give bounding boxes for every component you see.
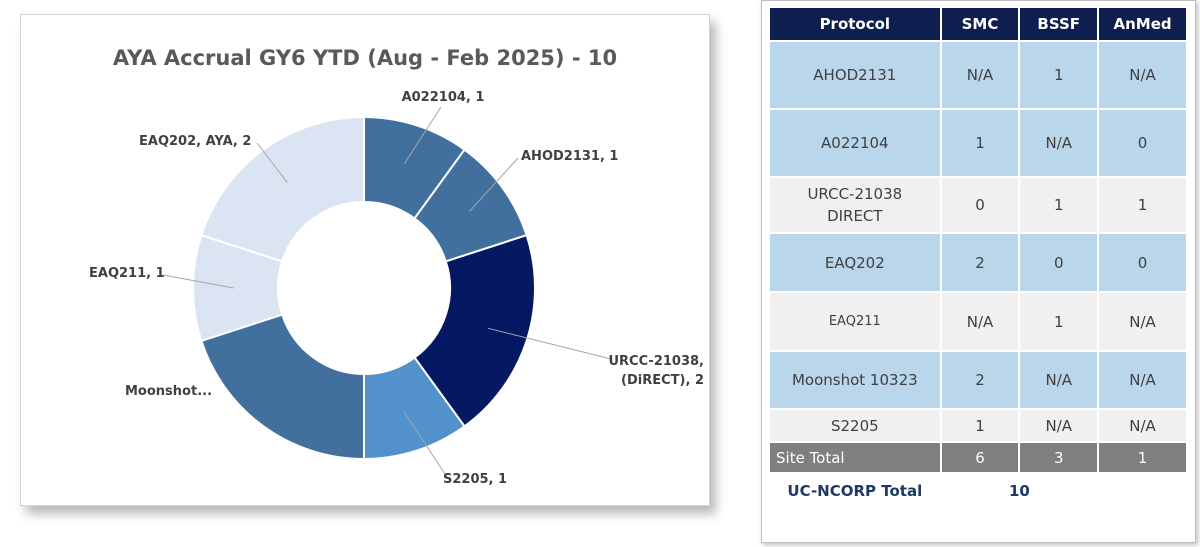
uc-ncorp-total-blank [1099, 474, 1186, 508]
cell-smc: 2 [941, 234, 1019, 291]
accrual-table-card: Protocol SMC BSSF AnMed AHOD2131 N/A 1 N… [761, 0, 1196, 543]
table-row: S2205 1 N/A N/A [770, 410, 1186, 441]
slice-data-label: EAQ211, 1 [89, 266, 165, 281]
cell-smc: 1 [941, 410, 1019, 441]
table-row: URCC-21038 DIRECT 0 1 1 [770, 178, 1186, 232]
table-row: AHOD2131 N/A 1 N/A [770, 42, 1186, 108]
cell-anmed: N/A [1099, 42, 1186, 108]
site-total-anmed: 1 [1099, 443, 1186, 472]
cell-anmed: N/A [1099, 352, 1186, 408]
slice-data-label: Moonshot... [125, 384, 212, 399]
cell-bssf: 1 [1020, 293, 1098, 350]
site-total-bssf: 3 [1020, 443, 1098, 472]
table-row: EAQ211 N/A 1 N/A [770, 293, 1186, 350]
donut-slice-urcc-21038-direct- [413, 233, 536, 428]
cell-protocol: A022104 [770, 110, 940, 176]
leader-line [487, 327, 612, 360]
cell-bssf: 1 [1020, 178, 1098, 232]
slice-data-label: (DiRECT), 2 [621, 373, 704, 388]
donut-slice-moonshot [200, 313, 365, 461]
cell-smc: 0 [941, 178, 1019, 232]
slice-data-label: URCC-21038, [608, 354, 704, 369]
leader-line [403, 411, 448, 478]
cell-anmed: N/A [1099, 293, 1186, 350]
header-smc: SMC [941, 8, 1019, 40]
cell-anmed: 0 [1099, 110, 1186, 176]
cell-bssf: N/A [1020, 352, 1098, 408]
cell-anmed: 1 [1099, 178, 1186, 232]
donut-chart-card: AYA Accrual GY6 YTD (Aug - Feb 2025) - 1… [20, 14, 710, 506]
chart-title: AYA Accrual GY6 YTD (Aug - Feb 2025) - 1… [113, 46, 617, 70]
cell-protocol: EAQ202 [770, 234, 940, 291]
leader-line [469, 157, 519, 212]
cell-bssf: 0 [1020, 234, 1098, 291]
cell-anmed: N/A [1099, 410, 1186, 441]
site-total-label: Site Total [770, 443, 940, 472]
header-bssf: BSSF [1020, 8, 1098, 40]
header-protocol: Protocol [770, 8, 940, 40]
slice-data-label: S2205, 1 [443, 472, 507, 487]
donut-chart: AYA Accrual GY6 YTD (Aug - Feb 2025) - 1… [89, 46, 704, 487]
cell-bssf: N/A [1020, 410, 1098, 441]
table-row: Moonshot 10323 2 N/A N/A [770, 352, 1186, 408]
accrual-table: Protocol SMC BSSF AnMed AHOD2131 N/A 1 N… [768, 6, 1188, 510]
leader-line [403, 106, 442, 165]
table-row: A022104 1 N/A 0 [770, 110, 1186, 176]
slice-data-label: A022104, 1 [402, 90, 485, 105]
cell-smc: 2 [941, 352, 1019, 408]
cell-smc: N/A [941, 42, 1019, 108]
donut-slice-eaq202-aya [200, 115, 365, 263]
uc-ncorp-total-label: UC-NCORP Total [770, 474, 940, 508]
slice-data-label: AHOD2131, 1 [521, 149, 618, 164]
leader-line [162, 274, 234, 289]
cell-protocol: S2205 [770, 410, 940, 441]
header-anmed: AnMed [1099, 8, 1186, 40]
cell-bssf: N/A [1020, 110, 1098, 176]
leader-line [256, 142, 288, 183]
site-total-row: Site Total 6 3 1 [770, 443, 1186, 472]
cell-protocol: Moonshot 10323 [770, 352, 940, 408]
cell-smc: 1 [941, 110, 1019, 176]
cell-protocol: URCC-21038 DIRECT [770, 178, 940, 232]
site-total-smc: 6 [941, 443, 1019, 472]
cell-smc: N/A [941, 293, 1019, 350]
table-row: EAQ202 2 0 0 [770, 234, 1186, 291]
slice-data-label: EAQ202, AYA, 2 [139, 134, 251, 149]
cell-anmed: 0 [1099, 234, 1186, 291]
uc-ncorp-total-value: 10 [941, 474, 1098, 508]
cell-protocol: AHOD2131 [770, 42, 940, 108]
uc-ncorp-total-row: UC-NCORP Total 10 [770, 474, 1186, 508]
cell-bssf: 1 [1020, 42, 1098, 108]
cell-protocol: EAQ211 [770, 293, 940, 350]
table-header-row: Protocol SMC BSSF AnMed [770, 8, 1186, 40]
